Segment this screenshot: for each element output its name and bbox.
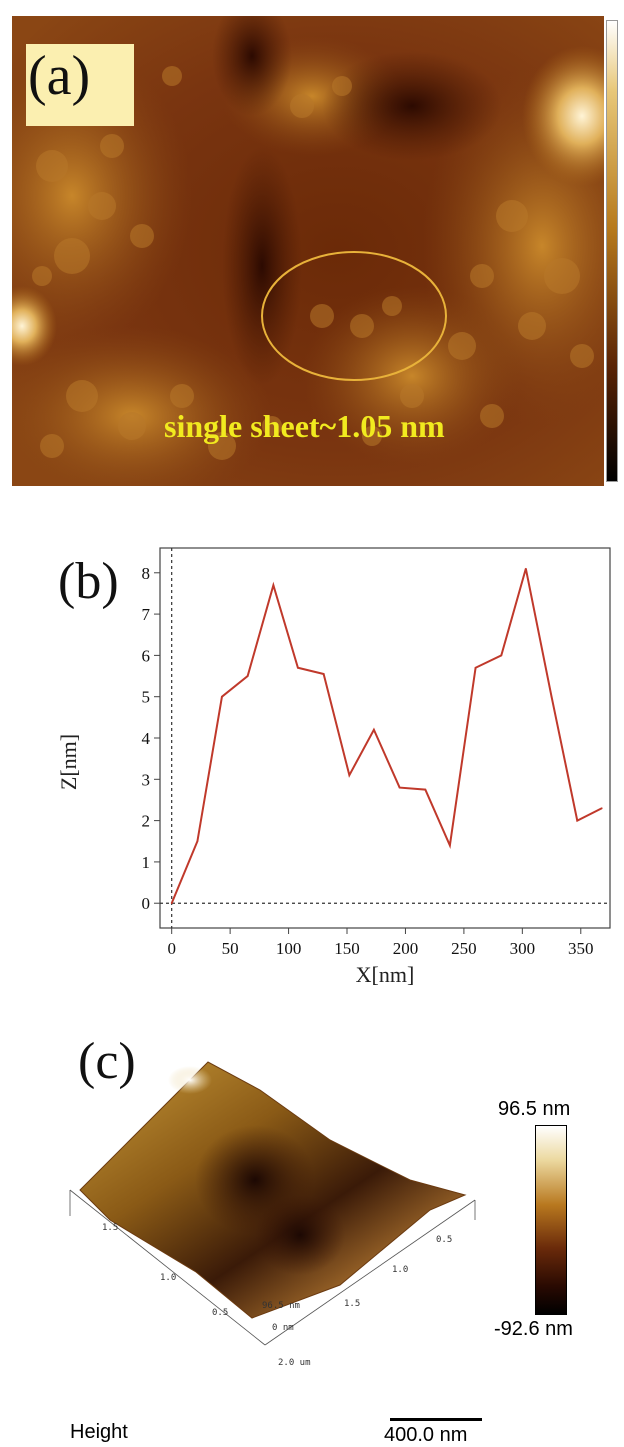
profile-point	[246, 675, 249, 677]
single-sheet-annotation: single sheet~1.05 nm	[164, 408, 445, 444]
profile-point	[525, 567, 527, 570]
left-axis-tick: 0.5	[212, 1308, 228, 1318]
y-tick-label: 5	[142, 688, 151, 707]
plot-frame	[159, 547, 611, 929]
height-colorbar	[535, 1125, 567, 1315]
x-tick-label: 300	[510, 939, 536, 958]
x-tick-label: 350	[568, 939, 594, 958]
x-tick-label: 100	[276, 939, 302, 958]
profile-line-0	[170, 568, 603, 904]
profile-point	[474, 666, 477, 669]
left-axis-tick: 1.5	[102, 1223, 118, 1233]
x-tick-label: 200	[393, 939, 419, 958]
profile-point	[221, 695, 223, 698]
profile-point	[272, 584, 275, 586]
x-axis-title: X[nm]	[356, 962, 415, 987]
y-axis-title: Z[nm]	[56, 734, 81, 790]
y-tick-label: 8	[142, 564, 151, 583]
y-tick-label: 4	[142, 729, 151, 748]
profile-point	[500, 654, 503, 657]
profile-point	[348, 774, 351, 776]
right-axis-tick: 0.5	[436, 1235, 452, 1245]
scale-bar-label: 400.0 nm	[384, 1424, 468, 1446]
height-profile-chart: 0 50 100 150 200 250 300 350 0 1 2 3 4 5 6 7 8 X[nm] Z[n…	[56, 547, 611, 987]
scale-bar	[390, 1418, 482, 1421]
panel-tag-c: (c)	[78, 1033, 136, 1090]
colorbar-max-label: 96.5 nm	[498, 1098, 571, 1120]
x-tick-label: 150	[334, 939, 360, 958]
left-axis-tick: 1.0	[160, 1273, 176, 1283]
y-tick-label: 1	[142, 853, 151, 872]
profile-point	[449, 844, 451, 847]
afm-topography-image	[12, 16, 604, 486]
profile-point	[170, 902, 173, 905]
profile-point	[424, 788, 427, 791]
front-label-1: 0 nm	[272, 1323, 294, 1333]
profile-point	[373, 728, 375, 731]
front-label-2: 2.0 um	[278, 1358, 311, 1368]
y-tick-label: 6	[142, 646, 151, 665]
profile-point	[550, 695, 553, 698]
profile-point	[322, 673, 325, 675]
x-tick-label: 50	[222, 939, 239, 958]
y-tick-label: 0	[142, 894, 151, 913]
profile-point	[576, 819, 579, 822]
afm-3d-surface: 1.5 1.0 0.5 0.5 1.0 1.5 96.5 nm 0 nm 2.0 um	[69, 1061, 476, 1368]
channel-label: Height	[70, 1421, 128, 1443]
afm-colorbar-a	[606, 20, 618, 482]
profile-point	[601, 807, 603, 810]
colorbar-min-label: -92.6 nm	[494, 1318, 573, 1340]
right-axis-tick: 1.0	[392, 1265, 408, 1275]
panel-tag-a: (a)	[28, 45, 91, 107]
panel-tag-b: (b)	[58, 553, 119, 610]
front-label-0: 96.5 nm	[262, 1301, 300, 1311]
y-tick-label: 3	[142, 770, 151, 789]
y-tick-label: 7	[142, 605, 151, 624]
afm-image-panel-a: (a) single sheet~1.05 nm	[12, 16, 604, 486]
panel-tag-box	[26, 44, 134, 126]
x-tick-label: 250	[451, 939, 477, 958]
profile-point	[398, 786, 401, 789]
profile-point	[196, 840, 199, 843]
y-tick-label: 2	[142, 812, 151, 831]
profile-point	[297, 666, 299, 669]
right-axis-tick: 1.5	[344, 1299, 360, 1309]
highlight-circle	[261, 251, 447, 381]
x-tick-label: 0	[167, 939, 176, 958]
